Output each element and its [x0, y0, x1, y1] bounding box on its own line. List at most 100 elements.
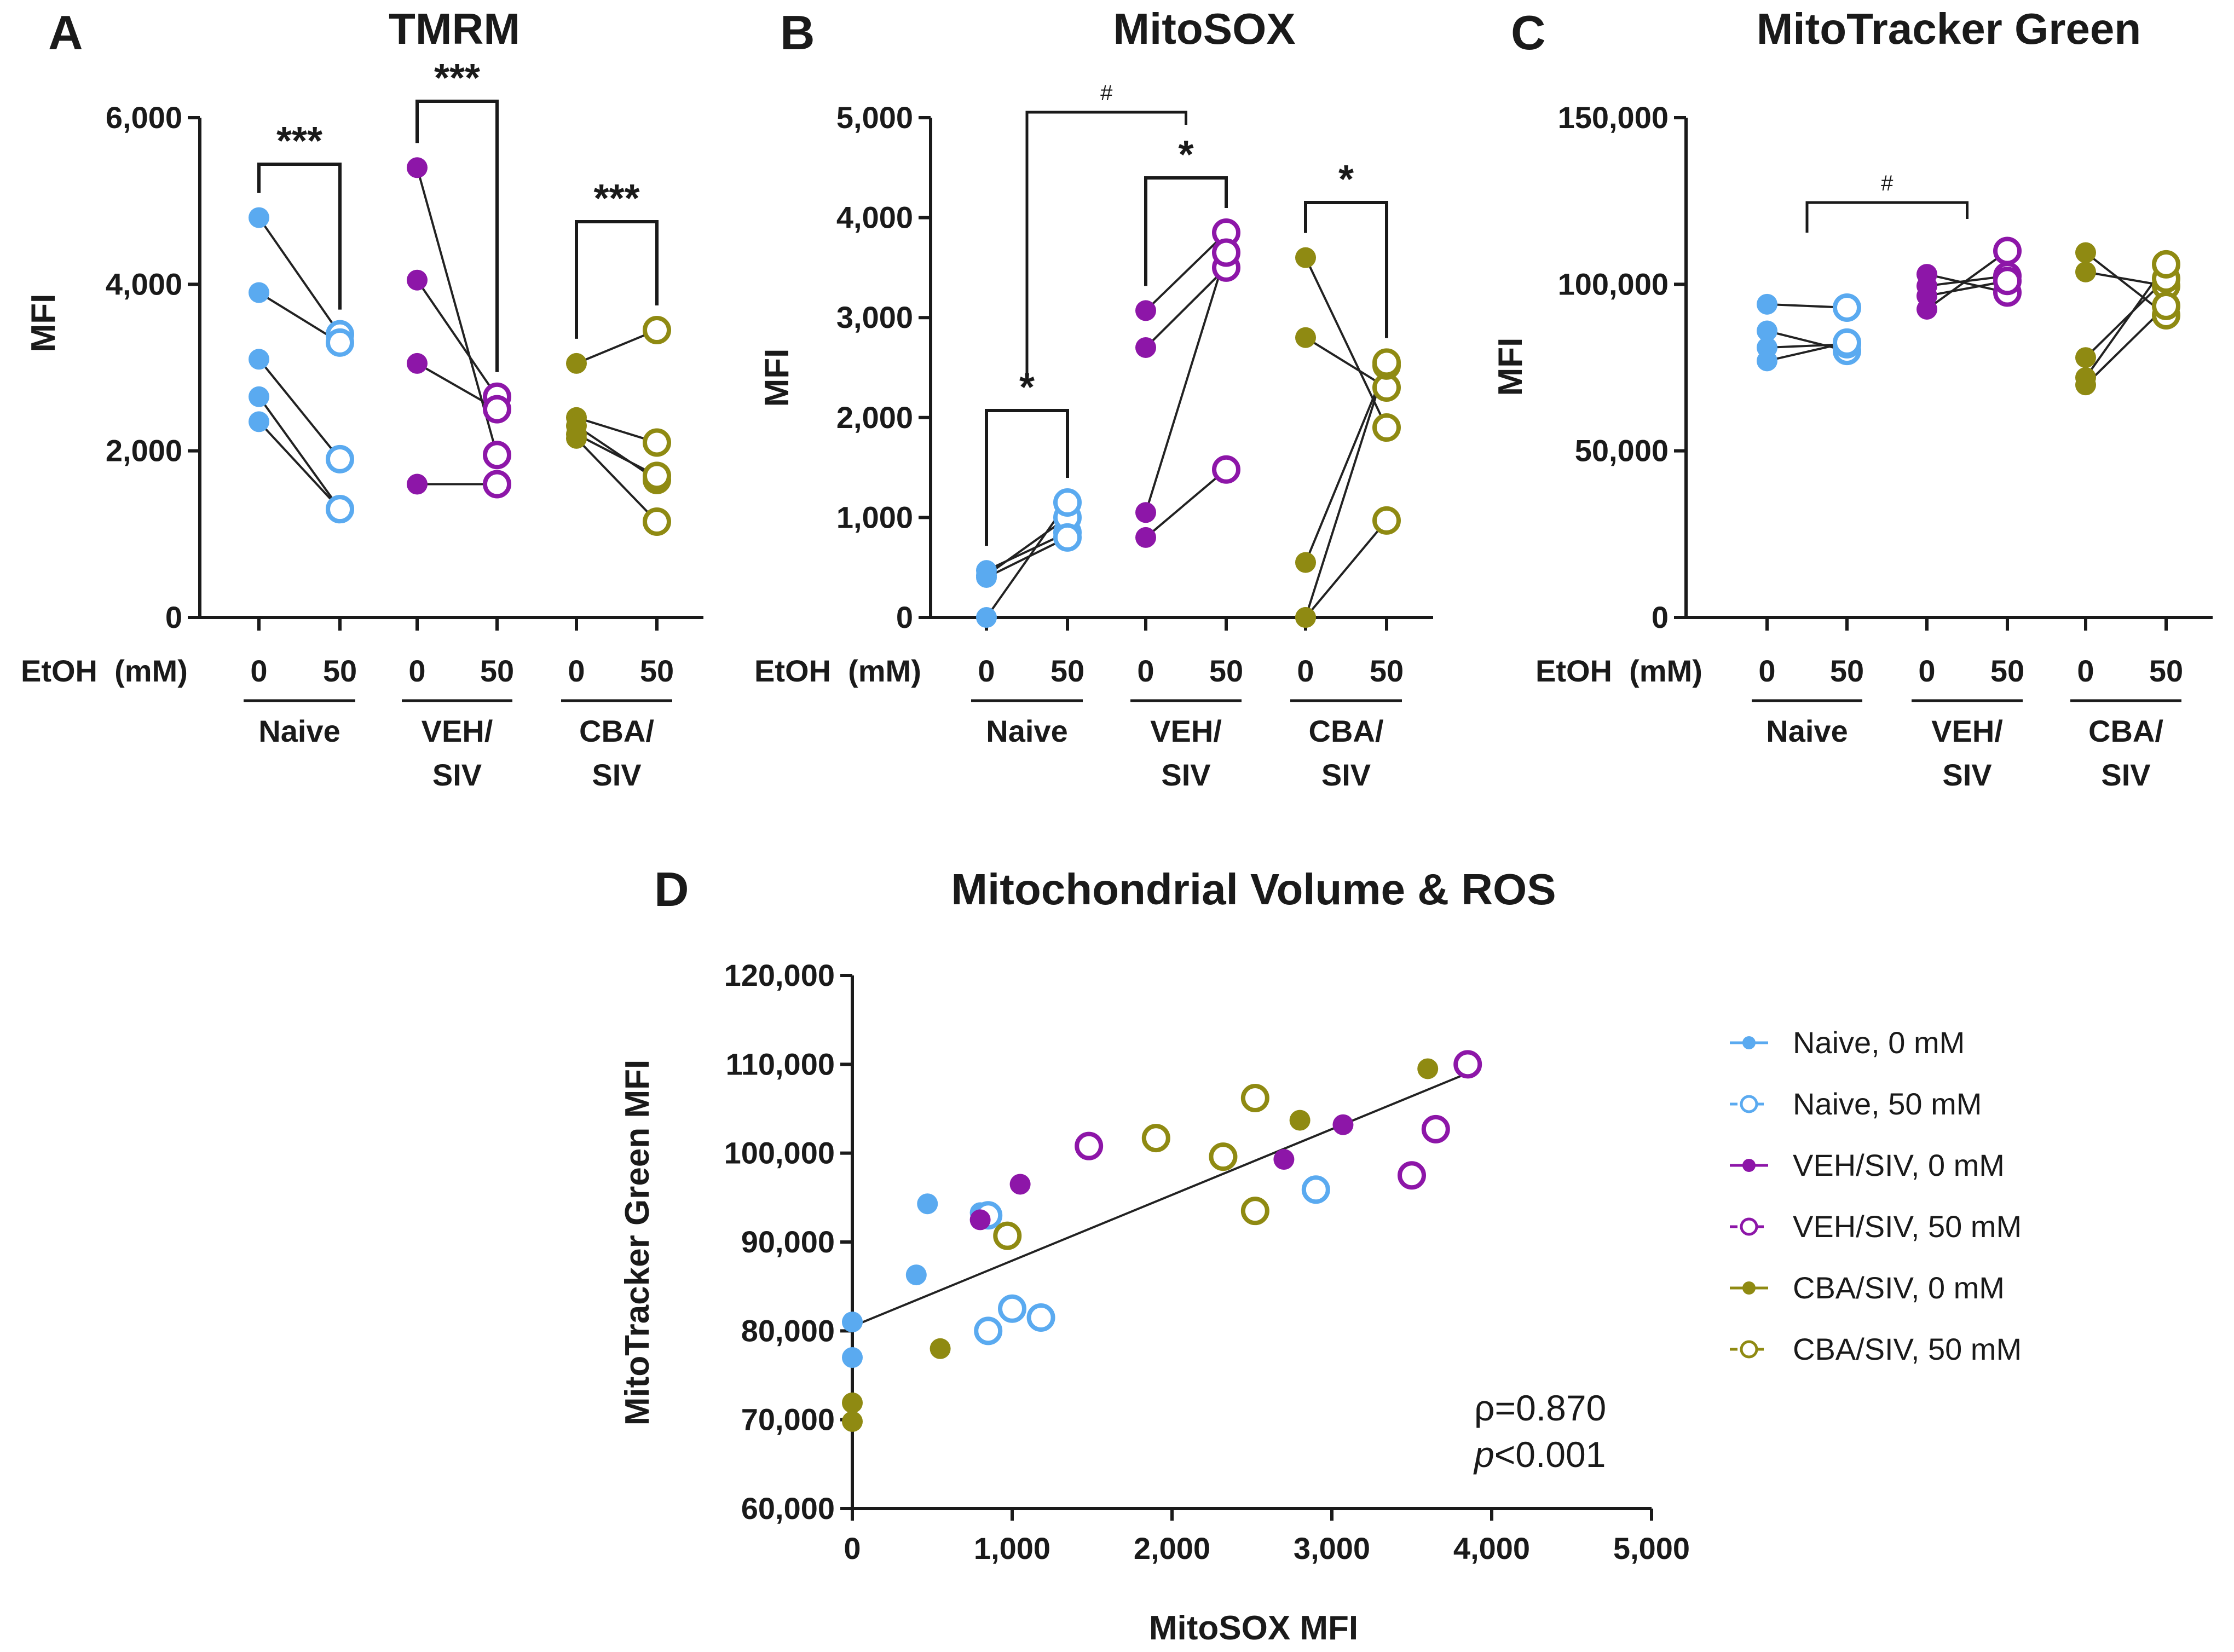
legend-item: Naive, 0 mM [1730, 1025, 1965, 1060]
legend-swatch-marker [1740, 1095, 1758, 1113]
scatter-point [1240, 1084, 1269, 1113]
scatter-point [1240, 1197, 1269, 1226]
scatter-point [969, 1209, 991, 1231]
pair-line [2085, 278, 2167, 359]
y-tick-label: 100,000 [1558, 267, 1669, 301]
group-label: SIV [1942, 758, 1991, 792]
legend-label: Naive, 50 mM [1793, 1087, 1982, 1121]
group-label: VEH/ [1931, 714, 2003, 748]
significance-bracket [1304, 201, 1388, 338]
dose-label: 0 [568, 654, 585, 688]
pair-line [576, 329, 657, 365]
pair-line [1926, 250, 2008, 310]
pair-line [258, 217, 341, 335]
panel-c-chart: 0 50,000 100,000 150,000 0 50 Naive 0 50 VEH/SIV 0… [1558, 100, 2213, 792]
panel-b-etoh-label: EtOH (mM) [754, 654, 921, 688]
dose-label: 50 [1370, 654, 1404, 688]
point-50mm [1372, 348, 1401, 377]
significance-bracket [257, 163, 342, 310]
point-50mm [2152, 250, 2180, 279]
legend-label: CBA/SIV, 50 mM [1793, 1332, 2022, 1366]
rho-stat: ρ=0.870 [1474, 1388, 1606, 1428]
y-tick-label: 3,000 [836, 300, 913, 334]
dose-label: 50 [1830, 654, 1864, 688]
point-50mm [483, 470, 511, 499]
pair-line [1304, 337, 1388, 389]
x-tick-label: 3,000 [1294, 1531, 1370, 1566]
pair-line [985, 516, 1069, 576]
y-tick-label: 0 [1652, 600, 1669, 634]
y-tick-label: 50,000 [1575, 434, 1669, 468]
group-label: CBA/ [1309, 714, 1384, 748]
scatter-point [974, 1316, 1003, 1345]
point-50mm [643, 461, 671, 490]
point-0mm [407, 269, 428, 291]
group-label: CBA/ [579, 714, 654, 748]
y-tick-label: 2,000 [106, 434, 182, 468]
y-tick-label: 80,000 [741, 1313, 835, 1348]
panel-a-etoh-label: EtOH (mM) [21, 654, 188, 688]
point-0mm [249, 349, 269, 370]
point-50mm [643, 316, 671, 345]
group-label: VEH/ [422, 714, 493, 748]
group-label: VEH/ [1150, 714, 1222, 748]
y-tick-label: 2,000 [836, 400, 913, 435]
point-0mm [1295, 247, 1316, 268]
pair-line [1304, 362, 1388, 618]
dose-label: 0 [250, 654, 267, 688]
point-0mm [249, 386, 269, 407]
scatter-point [1417, 1058, 1439, 1079]
significance-bracket [575, 220, 659, 339]
point-50mm [1212, 455, 1240, 484]
pair-line [576, 433, 657, 477]
legend-item: CBA/SIV, 0 mM [1730, 1270, 2005, 1305]
scatter-point [1209, 1142, 1238, 1171]
dose-label: 0 [2077, 654, 2094, 688]
point-50mm [2152, 291, 2180, 320]
point-0mm [249, 207, 269, 228]
significance-stars: *** [434, 56, 480, 100]
point-50mm [1833, 328, 1861, 357]
cross-significance-bracket [1805, 201, 1969, 233]
x-tick-label: 2,000 [1134, 1531, 1210, 1566]
p-stat-rest: <0.001 [1494, 1434, 1606, 1475]
dose-label: 50 [323, 654, 357, 688]
scatter-point [1026, 1303, 1055, 1332]
panel-d-xlabel: MitoSOX MFI [1149, 1609, 1358, 1647]
legend-item: VEH/SIV, 50 mM [1730, 1209, 2022, 1244]
y-tick-label: 0 [165, 600, 182, 634]
significance-stars: * [1178, 133, 1193, 177]
scatter-point [1075, 1131, 1104, 1160]
point-50mm [326, 495, 354, 524]
scatter-point [917, 1193, 938, 1215]
point-50mm [483, 441, 511, 470]
group-label: SIV [432, 758, 482, 792]
panel-letter-d: D [654, 862, 689, 916]
legend-swatch-marker [1742, 1159, 1756, 1172]
p-stat: p<0.001 [1473, 1434, 1606, 1475]
legend-label: CBA/SIV, 0 mM [1793, 1270, 2005, 1305]
panel-d-chart: 60,000 70,000 80,000 90,000 100,000 110,000 12… [724, 958, 1690, 1566]
significance-stars: *** [276, 119, 322, 163]
point-50mm [1053, 488, 1082, 517]
significance-stars: *** [593, 177, 639, 221]
dose-label: 50 [1209, 654, 1243, 688]
point-0mm [2075, 374, 2096, 396]
legend-item: VEH/SIV, 0 mM [1730, 1148, 2005, 1182]
pair-line [575, 437, 658, 523]
point-50mm [1993, 267, 2022, 296]
regression-line [852, 1072, 1468, 1328]
dose-label: 50 [480, 654, 514, 688]
pair-line [1145, 232, 1227, 311]
panel-d-title: Mitochondrial Volume & ROS [951, 865, 1556, 914]
point-0mm [2075, 242, 2096, 263]
y-tick-label: 60,000 [741, 1491, 835, 1526]
y-tick-label: 0 [896, 600, 913, 634]
dose-label: 50 [1990, 654, 2024, 688]
dose-label: 0 [1137, 654, 1154, 688]
point-0mm [1135, 337, 1156, 358]
y-tick-label: 5,000 [836, 100, 913, 135]
scatter-point [1009, 1174, 1031, 1195]
point-0mm [249, 282, 269, 303]
y-tick-label: 4,000 [106, 267, 182, 301]
